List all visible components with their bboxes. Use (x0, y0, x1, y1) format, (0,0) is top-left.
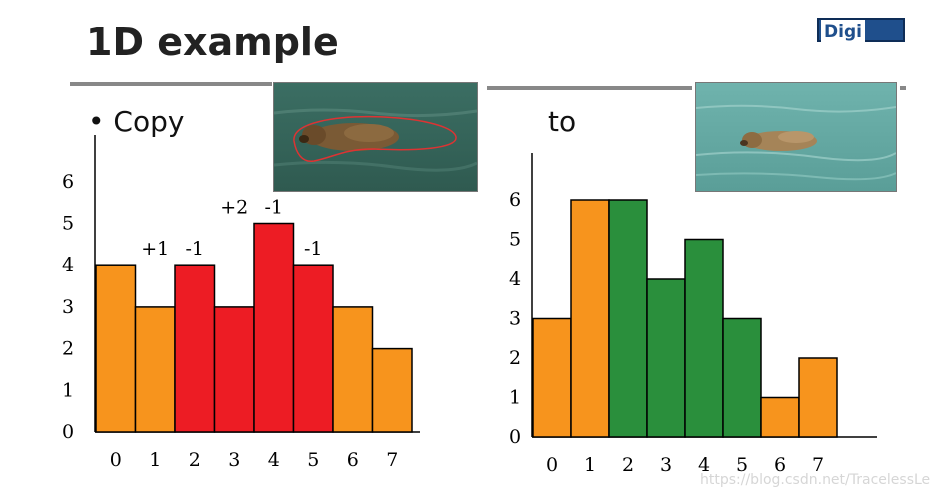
bar-3 (646, 278, 686, 438)
x-tick-label: 3 (228, 449, 240, 471)
bar-4 (684, 238, 724, 438)
y-tick-label: 6 (62, 171, 74, 193)
target-histogram-chart: 0 1 2 3 4 5 6 0 1 2 3 4 5 6 7 (509, 153, 877, 475)
y-tick-label: 3 (62, 296, 74, 318)
bar-2 (174, 264, 216, 433)
bar-6 (760, 396, 800, 438)
bar-7 (798, 357, 838, 438)
bar-6 (332, 306, 374, 433)
title-divider-right (487, 86, 692, 90)
bar-3 (213, 306, 255, 433)
y-tick-label: 0 (62, 421, 74, 443)
x-tick-label: 6 (774, 454, 786, 475)
bar-0 (532, 317, 572, 438)
bar-annotation: +1 (141, 238, 169, 260)
x-tick-label: 3 (660, 454, 672, 475)
x-tick-label: 5 (307, 449, 319, 471)
x-tick-label: 5 (736, 454, 748, 475)
x-tick-label: 2 (189, 449, 201, 471)
watermark-text: https://blog.csdn.net/TracelessLe (700, 472, 931, 488)
y-tick-label: 3 (509, 308, 521, 330)
x-tick-label: 6 (347, 449, 359, 471)
y-tick-label: 4 (62, 254, 74, 276)
title-divider-end (900, 86, 906, 90)
copy-bullet: • Copy (88, 105, 185, 138)
bar-annotation: +2 (220, 197, 248, 219)
title-divider-left (70, 82, 272, 86)
x-tick-label: 0 (546, 454, 558, 475)
x-tick-label: 2 (622, 454, 634, 475)
y-tick-label: 2 (62, 338, 74, 360)
bar-4 (253, 222, 295, 433)
bar-annotation: -1 (264, 197, 283, 219)
target-bear-photo (695, 82, 897, 192)
y-tick-label: 1 (62, 379, 74, 401)
bar-7 (371, 347, 413, 433)
bar-5 (292, 264, 334, 433)
x-tick-label: 0 (110, 449, 122, 471)
to-label: to (548, 105, 577, 138)
x-tick-label: 1 (149, 449, 161, 471)
source-bear-photo (273, 82, 478, 192)
x-tick-label: 7 (386, 449, 398, 471)
y-tick-label: 2 (509, 347, 521, 369)
bar-5 (722, 317, 762, 438)
bar-2 (608, 199, 648, 438)
x-tick-label: 7 (812, 454, 824, 475)
y-tick-label: 5 (509, 229, 521, 251)
slide-title: 1D example (86, 20, 339, 64)
bar-annotation: -1 (304, 238, 323, 260)
x-tick-label: 4 (268, 449, 280, 471)
digivfx-logo: DigiVFX (817, 18, 905, 66)
bar-1 (134, 306, 176, 433)
y-tick-label: 0 (509, 426, 521, 448)
x-tick-label: 4 (698, 454, 710, 475)
bar-1 (570, 199, 610, 438)
y-tick-label: 1 (509, 387, 521, 409)
copy-histogram-chart: 0 1 2 3 4 5 6 0 1 2 3 4 5 6 7 +1 -1 +2 -1 -1 (62, 135, 420, 471)
bar-annotation: -1 (185, 238, 204, 260)
y-tick-label: 5 (62, 213, 74, 235)
y-tick-label: 6 (509, 189, 521, 211)
x-tick-label: 1 (584, 454, 596, 475)
y-tick-label: 4 (509, 268, 521, 290)
bar-0 (95, 264, 137, 433)
